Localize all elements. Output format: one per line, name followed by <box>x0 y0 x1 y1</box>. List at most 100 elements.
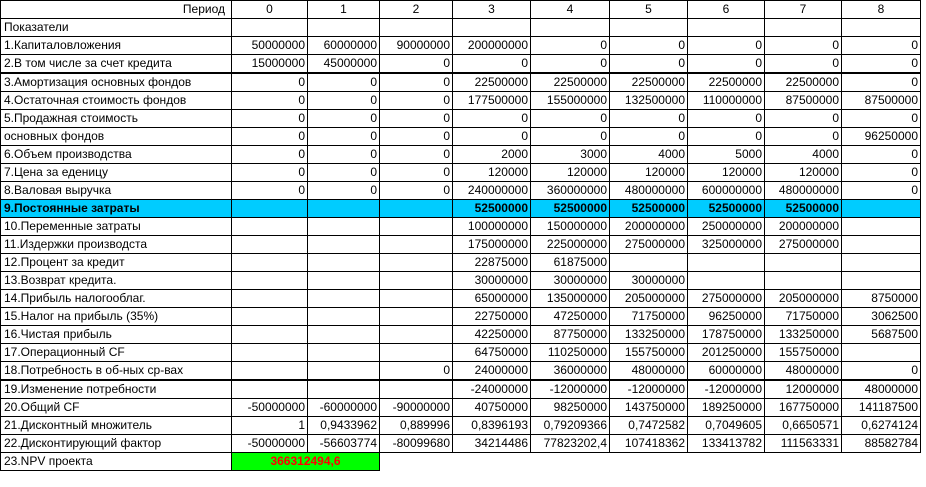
value-cell: 0 <box>452 109 531 128</box>
value-cell: 155750000 <box>764 343 842 362</box>
table-body: Период 0 1 2 3 4 5 6 7 8 Показатели 1.Ка… <box>0 0 921 471</box>
value-cell: 141187500 <box>841 398 921 417</box>
value-cell: 0,9433962 <box>307 416 380 435</box>
subheader-row: Показатели <box>0 18 921 37</box>
value-cell <box>764 253 842 272</box>
value-cell: 0,7472582 <box>609 416 688 435</box>
value-cell: 200000000 <box>609 217 688 236</box>
row-label: 22.Дисконтирующий фактор <box>0 434 232 453</box>
table-row: 2.В том числе за счет кредита 15000000 450… <box>0 54 921 74</box>
table-row: 22.Дисконтирующий фактор -50000000 -566037… <box>0 434 921 453</box>
value-cell: 42250000 <box>452 325 531 344</box>
value-cell: 71750000 <box>764 307 842 326</box>
value-cell: 96250000 <box>841 127 921 146</box>
empty-cell <box>842 453 921 471</box>
value-cell: 52500000 <box>687 199 765 218</box>
period-header-row: Период 0 1 2 3 4 5 6 7 8 <box>0 0 921 19</box>
value-cell: 50000000 <box>231 36 308 55</box>
value-cell: 1 <box>231 416 308 435</box>
empty-cell <box>452 18 531 37</box>
value-cell: 100000000 <box>452 217 531 236</box>
value-cell: 0 <box>764 109 842 128</box>
value-cell: 22875000 <box>452 253 531 272</box>
empty-cell <box>231 18 308 37</box>
value-cell <box>379 199 453 218</box>
empty-cell <box>609 18 688 37</box>
value-cell: 120000 <box>452 163 531 182</box>
value-cell: 8750000 <box>841 289 921 308</box>
row-label: 3.Амортизация основных фондов <box>0 72 232 92</box>
value-cell <box>379 235 453 254</box>
value-cell <box>231 343 308 362</box>
value-cell: 0 <box>379 72 453 92</box>
value-cell: 2000 <box>452 145 531 164</box>
value-cell: 0 <box>379 145 453 164</box>
table-row: 10.Переменные затраты 100000000 150000000 2… <box>0 217 921 236</box>
value-cell: 200000000 <box>452 36 531 55</box>
value-cell: 0 <box>379 127 453 146</box>
table-row: 5.Продажная стоимость 0 0 0 0 0 0 0 0 0 <box>0 109 921 128</box>
value-cell <box>841 343 921 362</box>
value-cell <box>231 217 308 236</box>
value-cell: 96250000 <box>687 307 765 326</box>
value-cell: 133250000 <box>764 325 842 344</box>
value-cell: -24000000 <box>452 379 531 399</box>
value-cell: 275000000 <box>764 235 842 254</box>
value-cell: 201250000 <box>687 343 765 362</box>
value-cell: 48000000 <box>841 379 921 399</box>
value-cell <box>307 199 380 218</box>
value-cell: 275000000 <box>687 289 765 308</box>
value-cell: 0 <box>307 109 380 128</box>
value-cell: 360000000 <box>530 181 610 200</box>
value-cell: 60000000 <box>687 361 765 381</box>
value-cell: 133250000 <box>609 325 688 344</box>
value-cell <box>609 253 688 272</box>
value-cell <box>231 253 308 272</box>
table-row: 18.Потребность в об-ных ср-вах 0 24000000 3… <box>0 361 921 381</box>
value-cell: 0 <box>530 109 610 128</box>
value-cell <box>307 325 380 344</box>
value-cell: 22500000 <box>687 72 765 92</box>
value-cell: 4000 <box>764 145 842 164</box>
value-cell: 60000000 <box>307 36 380 55</box>
value-cell: 0 <box>841 361 921 381</box>
empty-cell <box>687 18 765 37</box>
value-cell: 150000000 <box>530 217 610 236</box>
value-cell: 22500000 <box>609 72 688 92</box>
table-row: 15.Налог на прибыль (35%) 22750000 4725000… <box>0 307 921 326</box>
value-cell: 0 <box>530 36 610 55</box>
value-cell: 107418362 <box>609 434 688 453</box>
empty-cell <box>453 453 531 471</box>
value-cell: 250000000 <box>687 217 765 236</box>
value-cell: 34214486 <box>452 434 531 453</box>
value-cell <box>687 253 765 272</box>
value-cell: 0 <box>609 127 688 146</box>
value-cell: 0 <box>231 72 308 92</box>
value-cell: 155000000 <box>530 91 610 110</box>
value-cell: 200000000 <box>764 217 842 236</box>
row-label: 1.Капиталовложения <box>0 36 232 55</box>
row-label: 5.Продажная стоимость <box>0 109 232 128</box>
row-label: 10.Переменные затраты <box>0 217 232 236</box>
value-cell: 0 <box>841 163 921 182</box>
value-cell: 48000000 <box>609 361 688 381</box>
value-cell: 0 <box>764 54 842 74</box>
value-cell: 52500000 <box>764 199 842 218</box>
value-cell: 0,6650571 <box>764 416 842 435</box>
value-cell: 0 <box>452 54 531 74</box>
value-cell: 52500000 <box>609 199 688 218</box>
table-row: 8.Валовая выручка 0 0 0 240000000 360000000 48… <box>0 181 921 200</box>
value-cell: -12000000 <box>530 379 610 399</box>
value-cell: 5000 <box>687 145 765 164</box>
value-cell: 0 <box>687 127 765 146</box>
value-cell: 0 <box>379 361 453 381</box>
value-cell <box>379 325 453 344</box>
npv-label: 23.NPV проекта <box>0 452 232 471</box>
table-row: 17.Операционный CF 64750000 110250000 15575… <box>0 343 921 362</box>
value-cell: 15000000 <box>231 54 308 74</box>
value-cell: 22750000 <box>452 307 531 326</box>
value-cell: 64750000 <box>452 343 531 362</box>
value-cell: 30000000 <box>609 271 688 290</box>
value-cell: 48000000 <box>764 361 842 381</box>
value-cell <box>379 217 453 236</box>
